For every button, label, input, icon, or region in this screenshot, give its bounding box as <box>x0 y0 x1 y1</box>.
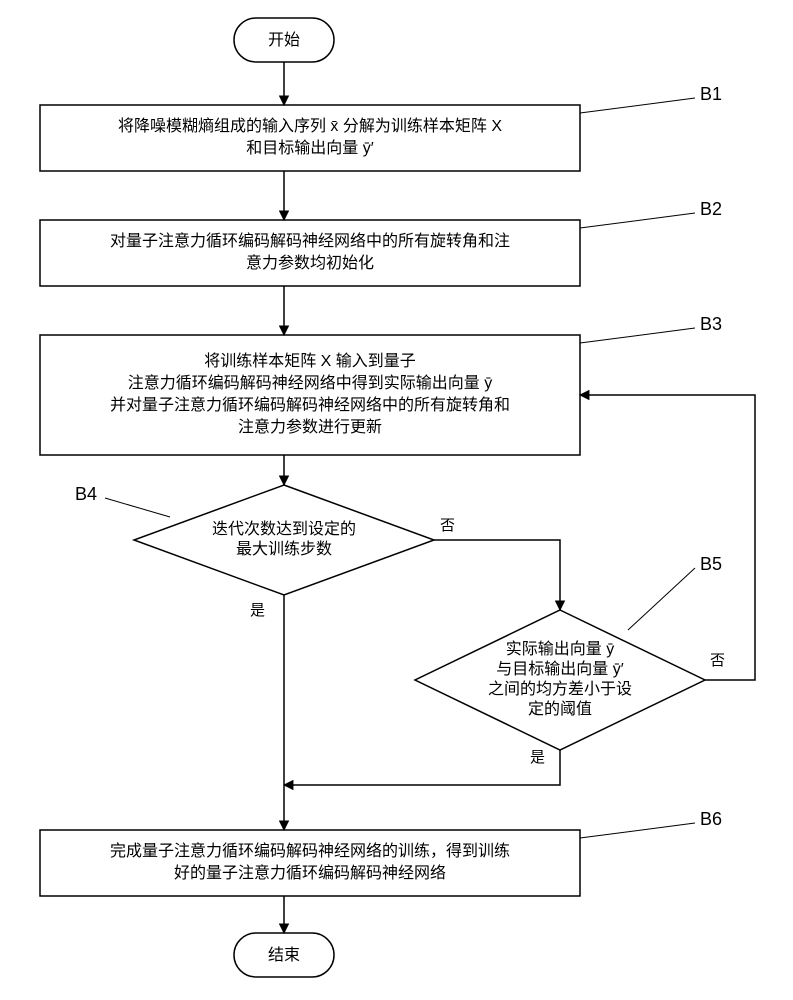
process-B2: 对量子注意力循环编码解码神经网络中的所有旋转角和注意力参数均初始化 <box>40 220 580 286</box>
label-B3: B3 <box>700 314 722 334</box>
branch-b5_no: 否 <box>710 652 725 669</box>
process-B1: 将降噪模糊熵组成的输入序列 x̄ 分解为训练样本矩阵 X 和目标输出向量 ȳ′ <box>40 105 580 171</box>
label-pointer-2 <box>580 328 695 343</box>
start-terminal: 开始 <box>234 18 334 62</box>
arrow-B4_no-B5 <box>434 540 560 610</box>
process-B1-line-1: 和目标输出向量 ȳ′ <box>246 139 373 157</box>
process-B3: 将训练样本矩阵 X 输入到量子注意力循环编码解码神经网络中得到实际输出向量 ȳ 并… <box>40 335 580 455</box>
decision-B4: 迭代次数达到设定的最大训练步数 <box>134 485 434 595</box>
branch-b4_yes: 是 <box>250 602 265 619</box>
process-B6: 完成量子注意力循环编码解码神经网络的训练，得到训练好的量子注意力循环编码解码神经… <box>40 830 580 896</box>
decision-B5-line-0: 实际输出向量 ȳ <box>506 640 614 658</box>
branch-b4_no: 否 <box>440 517 455 534</box>
label-B1: B1 <box>700 84 722 104</box>
label-B6: B6 <box>700 809 722 829</box>
process-B2-line-0: 对量子注意力循环编码解码神经网络中的所有旋转角和注 <box>110 231 510 250</box>
start-label: 开始 <box>268 31 300 49</box>
branch-b5_yes: 是 <box>530 749 545 766</box>
label-pointer-0 <box>580 98 695 113</box>
label-pointer-4 <box>628 568 695 630</box>
label-B4: B4 <box>75 484 97 504</box>
label-B5: B5 <box>700 554 722 574</box>
end-label: 结束 <box>268 946 300 964</box>
label-B2: B2 <box>700 199 722 219</box>
arrow-B5_yes-merge <box>284 750 560 785</box>
decision-B5: 实际输出向量 ȳ 与目标输出向量 ȳ′ 之间的均方差小于设定的阈值 <box>415 610 705 750</box>
decision-B5-line-3: 定的阈值 <box>528 700 592 718</box>
process-B2-line-1: 意力参数均初始化 <box>246 253 374 272</box>
end-terminal: 结束 <box>234 933 334 977</box>
label-pointer-5 <box>580 823 695 838</box>
process-B3-line-0: 将训练样本矩阵 X 输入到量子 <box>204 352 416 370</box>
decision-B5-line-1: 与目标输出向量 ȳ′ <box>496 660 623 678</box>
decision-B4-line-0: 迭代次数达到设定的 <box>212 520 356 538</box>
process-B6-line-0: 完成量子注意力循环编码解码神经网络的训练，得到训练 <box>110 841 510 860</box>
arrow-B5_no-B3_loop <box>580 395 755 680</box>
process-B3-line-1: 注意力循环编码解码神经网络中得到实际输出向量 ȳ <box>128 373 492 392</box>
label-pointer-3 <box>105 498 170 517</box>
process-B3-line-3: 注意力参数进行更新 <box>238 417 382 436</box>
process-B3-line-2: 并对量子注意力循环编码解码神经网络中的所有旋转角和 <box>110 395 510 414</box>
decision-B4-line-1: 最大训练步数 <box>236 540 332 558</box>
label-pointer-1 <box>580 213 695 228</box>
process-B6-line-1: 好的量子注意力循环编码解码神经网络 <box>174 863 446 882</box>
decision-B5-line-2: 之间的均方差小于设 <box>488 680 632 698</box>
process-B1-line-0: 将降噪模糊熵组成的输入序列 x̄ 分解为训练样本矩阵 X <box>118 117 502 135</box>
